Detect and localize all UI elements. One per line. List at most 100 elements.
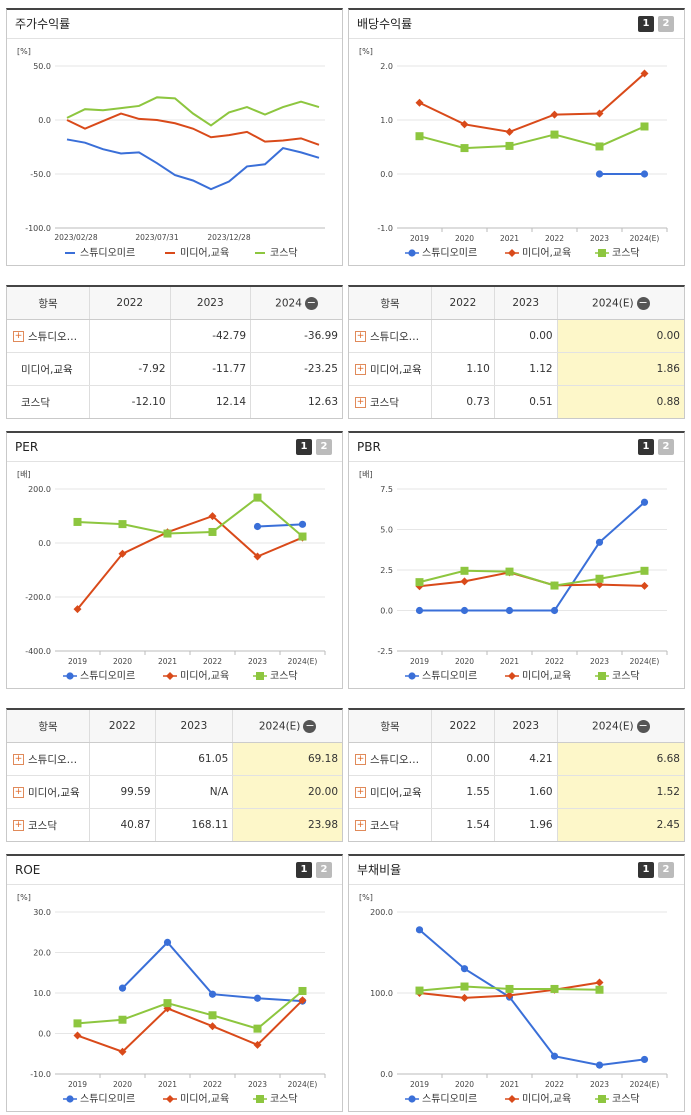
- row-label: 미디어,교육: [370, 786, 422, 799]
- table-cell: [431, 319, 495, 353]
- series-line: [419, 569, 645, 587]
- table-row: + 코스닥 1.54 1.96 2.45: [349, 808, 684, 841]
- y-tick-label: 0.0: [380, 170, 393, 179]
- table-row: + 미디어,교육 1.10 1.12 1.86: [349, 352, 684, 386]
- collapse-icon[interactable]: −: [303, 718, 317, 733]
- data-point: [208, 1022, 217, 1031]
- series-line: [419, 72, 646, 133]
- legend-marker: [66, 1095, 74, 1103]
- expand-icon[interactable]: +: [355, 820, 366, 831]
- table-cell: 168.11: [154, 808, 233, 841]
- legend-marker: [166, 1095, 174, 1103]
- expand-icon[interactable]: +: [13, 820, 24, 831]
- data-point: [460, 982, 469, 991]
- table-row: + 미디어,교육 1.55 1.60 1.52: [349, 775, 684, 809]
- expand-icon[interactable]: +: [355, 397, 366, 408]
- series-line: [66, 138, 320, 191]
- data-point: [253, 493, 262, 502]
- series-line: [419, 125, 645, 150]
- expand-icon[interactable]: +: [355, 787, 366, 798]
- column-header: 항목: [349, 710, 432, 743]
- y-tick-label: 200.0: [370, 908, 393, 917]
- data-point: [595, 170, 604, 178]
- data-point: [505, 141, 514, 150]
- legend-marker: [598, 1095, 606, 1103]
- page-2-button[interactable]: 2: [658, 862, 674, 878]
- panel-stock-return: 주가수익률 [%] 50.0 0.0 -50.0 -100.0 2023/02/28 202…: [6, 8, 343, 266]
- column-header: 2023: [154, 710, 233, 743]
- top-strip: [0, 0, 691, 6]
- expand-icon[interactable]: +: [355, 331, 366, 342]
- unit-label: [%]: [17, 47, 31, 56]
- y-tick-label: 50.0: [33, 62, 51, 71]
- data-point: [253, 994, 262, 1002]
- page-1-button[interactable]: 1: [638, 16, 654, 32]
- page-2-button[interactable]: 2: [658, 439, 674, 455]
- data-point: [460, 606, 469, 615]
- legend-marker: [66, 672, 74, 680]
- collapse-icon[interactable]: −: [636, 718, 650, 733]
- table-row: + 코스닥 0.73 0.51 0.88: [349, 385, 684, 418]
- table-row: + 스튜디오… 0.00 4.21 6.68: [349, 742, 684, 776]
- legend-label: 스튜디오미르: [80, 1093, 135, 1105]
- legend-marker: [166, 672, 174, 680]
- expand-icon[interactable]: +: [13, 331, 24, 342]
- table-cell: 1.55: [431, 775, 495, 809]
- expand-icon[interactable]: +: [13, 787, 24, 798]
- expand-icon[interactable]: +: [355, 754, 366, 765]
- unit-label: [%]: [359, 893, 373, 902]
- y-tick-label: -2.5: [377, 647, 393, 656]
- data-point: [460, 993, 469, 1002]
- page-2-button[interactable]: 2: [316, 862, 332, 878]
- x-tick-label: 2024(E): [630, 657, 660, 666]
- page-1-button[interactable]: 1: [296, 862, 312, 878]
- data-point: [505, 606, 514, 615]
- legend-label: 스튜디오미르: [80, 670, 135, 682]
- y-tick-label: 2.5: [380, 566, 393, 575]
- page-2-button[interactable]: 2: [658, 16, 674, 32]
- data-point: [640, 170, 649, 178]
- table-cell: N/A: [154, 775, 233, 809]
- x-tick-label: 2022: [545, 234, 564, 243]
- data-point: [460, 566, 469, 575]
- page-1-button[interactable]: 1: [638, 862, 654, 878]
- legend-marker: [408, 249, 416, 257]
- data-point: [253, 552, 262, 561]
- collapse-icon[interactable]: −: [636, 295, 650, 310]
- page-1-button[interactable]: 1: [296, 439, 312, 455]
- row-label: 스튜디오…: [28, 330, 78, 343]
- expand-icon[interactable]: +: [355, 364, 366, 375]
- page-2-button[interactable]: 2: [316, 439, 332, 455]
- data-point: [595, 1061, 604, 1069]
- data-point: [550, 581, 559, 590]
- x-tick-label: 2024(E): [288, 657, 318, 666]
- table-cell: 0.51: [493, 385, 558, 418]
- table-cell: 1.12: [493, 352, 558, 386]
- page-1-button[interactable]: 1: [638, 439, 654, 455]
- y-tick-label: 1.0: [380, 116, 393, 125]
- column-header: 2024−: [250, 287, 342, 320]
- x-tick-label: 2019: [410, 1080, 429, 1089]
- x-tick-label: 2019: [410, 657, 429, 666]
- data-point: [253, 522, 262, 531]
- legend-label: 미디어,교육: [522, 1093, 571, 1105]
- data-point: [595, 574, 604, 583]
- legend-marker: [598, 672, 606, 680]
- data-point: [118, 1047, 127, 1056]
- data-point: [208, 527, 217, 536]
- table-row: + 스튜디오… 61.05 69.18: [7, 742, 342, 776]
- expand-icon[interactable]: +: [13, 754, 24, 765]
- y-tick-label: -400.0: [25, 647, 51, 656]
- table-cell: 61.05: [154, 742, 233, 776]
- legend-label: 스튜디오미르: [422, 247, 477, 259]
- row-label: 스튜디오…: [370, 330, 420, 343]
- table-cell: -7.92: [89, 352, 171, 386]
- x-tick-label: 2021: [158, 1080, 177, 1089]
- series-line: [77, 999, 304, 1053]
- unit-label: [배]: [17, 470, 31, 479]
- row-label: 코스닥: [370, 819, 399, 832]
- collapse-icon[interactable]: −: [304, 295, 318, 310]
- table-cell: 0.00: [556, 319, 684, 353]
- table-cell: 1.96: [493, 808, 558, 841]
